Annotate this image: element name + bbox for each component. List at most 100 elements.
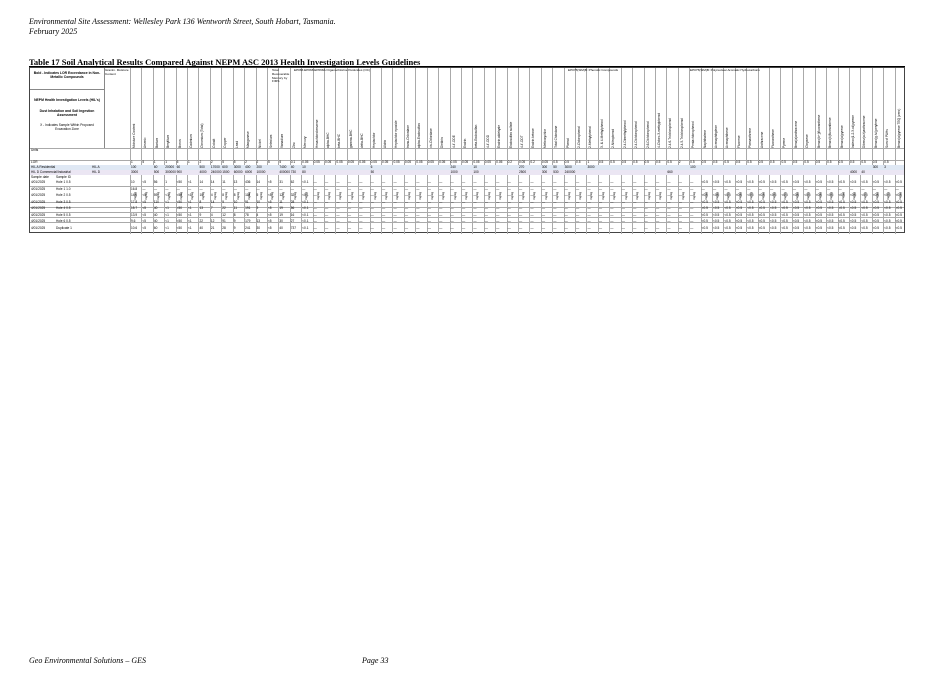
sample-value: — — [313, 219, 317, 223]
parameter-header: Dieldrin — [440, 137, 445, 148]
sample-value: — — [553, 219, 557, 223]
column-divider — [232, 68, 234, 234]
sample-value: — — [473, 186, 477, 191]
parameter-header: 2.4-Dimethylphenol — [622, 120, 627, 148]
row-divider — [30, 222, 904, 223]
sample-value: <0.5 — [849, 219, 857, 223]
lor-value: 5 — [176, 160, 179, 164]
sample-value: — — [644, 206, 648, 210]
sample-value: — — [393, 225, 397, 230]
sample-value: — — [325, 186, 329, 191]
sample-value: 40 — [153, 219, 158, 223]
parameter-header: Copper — [223, 137, 228, 148]
parameter-header: gamma-BHC — [348, 129, 353, 148]
parameter-header: Total Chlordane — [554, 125, 559, 148]
hil-a-code: HIL A — [92, 165, 100, 169]
column-divider — [575, 68, 577, 234]
sample-value: — — [370, 193, 374, 197]
column-divider — [346, 68, 348, 234]
lor-value: 0.5 — [792, 160, 798, 164]
sample-value: <0.5 — [804, 199, 811, 204]
parameter-header: Nickel — [257, 139, 262, 148]
hil-a-value: 3000 — [564, 165, 572, 169]
sample-value: — — [747, 186, 751, 191]
lor-value: 5 — [222, 160, 225, 164]
column-divider — [403, 68, 405, 234]
sample-value: — — [473, 219, 477, 223]
sample-value: — — [336, 206, 340, 210]
sample-value: — — [610, 180, 614, 184]
lor-value: 0.5 — [621, 160, 627, 164]
sample-value: <0.5 — [758, 219, 765, 223]
sample-value: 5 — [256, 193, 259, 197]
sample-value: <0.5 — [701, 225, 708, 230]
hil-a-value: 17000 — [210, 165, 220, 169]
sample-value: <0.5 — [838, 225, 845, 230]
sample-value: — — [644, 186, 648, 191]
parameter-header: Beryllium — [166, 134, 171, 148]
sample-value: — — [450, 225, 454, 230]
column-divider — [632, 68, 634, 234]
column-divider — [814, 68, 816, 234]
sample-value: — — [496, 206, 500, 210]
column-divider — [506, 68, 508, 234]
sample-value: — — [530, 186, 534, 191]
sample-value: — — [621, 219, 625, 223]
sample-date: 4/01/2025 — [31, 206, 46, 210]
sample-value: — — [404, 219, 409, 223]
sample-value: <0.5 — [838, 180, 845, 184]
column-divider — [381, 68, 383, 234]
sample-value: 7 — [210, 206, 213, 210]
parameter-header: Acenaphthylene — [714, 125, 718, 148]
hil-a-value: 10 — [302, 165, 306, 169]
sample-value: 9 — [199, 212, 202, 217]
sample-value: — — [496, 180, 500, 184]
parameter-header: 4.4'-DDT — [520, 135, 524, 148]
sample-value: 14 — [199, 180, 204, 184]
sample-value: <0.5 — [861, 180, 868, 184]
parameter-header: Pyrene — [782, 137, 787, 148]
column-divider — [358, 68, 360, 234]
sample-value: — — [530, 212, 534, 217]
parameter-header: beta-BHC — [337, 134, 342, 148]
lor-value: 0.5 — [884, 160, 889, 164]
parameter-header: 2-Chlorophenol — [577, 126, 582, 148]
lor-value: 0.5 — [667, 160, 672, 164]
sample-value: — — [690, 212, 694, 217]
parameter-header: Heptachlor epoxide — [394, 120, 399, 148]
lor-value: 0.5 — [781, 160, 786, 164]
column-divider — [803, 68, 805, 234]
sample-value: — — [792, 186, 797, 191]
column-divider — [130, 68, 131, 234]
sample-value: — — [678, 206, 682, 210]
sample-value: — — [416, 219, 420, 223]
parameter-header: Manganese — [246, 131, 251, 148]
sample-value: — — [370, 186, 374, 191]
sample-value: — — [655, 180, 660, 184]
sample-value: — — [359, 193, 363, 197]
hil-d-value: 400000 — [279, 170, 290, 174]
sample-value: — — [758, 186, 762, 191]
hil-a-value: 200 — [256, 165, 262, 169]
sample-id: Duplicate 1 — [56, 225, 72, 230]
sample-value: — — [313, 212, 317, 217]
sample-value: — — [576, 193, 580, 197]
sample-value: — — [541, 186, 545, 191]
column-divider — [460, 68, 462, 234]
lor-value: 0.5 — [598, 160, 604, 164]
sample-value: <0.5 — [895, 219, 902, 223]
sample-value: <0.5 — [815, 199, 822, 204]
unit-cell: mg/kg — [235, 191, 240, 200]
sample-value: — — [461, 193, 466, 197]
sample-value: <0.5 — [804, 180, 811, 184]
hil-d-band — [30, 170, 904, 175]
column-divider — [244, 68, 246, 234]
sample-value: <0.5 — [827, 199, 834, 204]
parameter-header: Naphthalene — [702, 129, 707, 148]
sample-value: — — [427, 180, 431, 184]
sample-value: <0.5 — [758, 193, 765, 197]
sample-value: <0.5 — [838, 212, 845, 217]
sample-value: — — [450, 219, 454, 223]
sample-value: — — [416, 180, 420, 184]
sample-value: <0.5 — [792, 212, 800, 217]
